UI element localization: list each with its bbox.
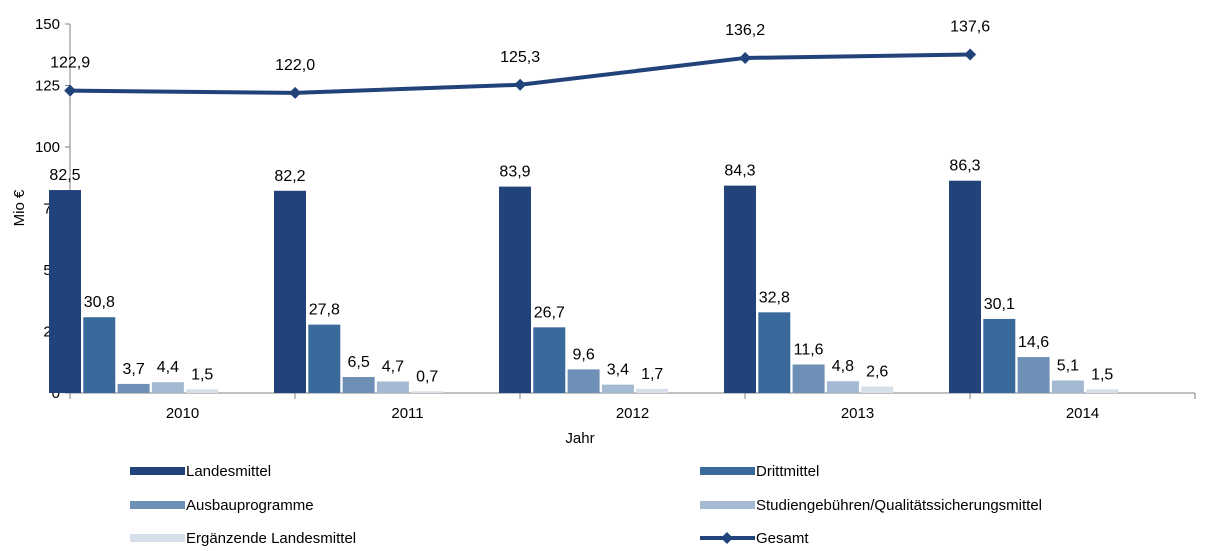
line-marker: [739, 51, 752, 64]
bar: [411, 391, 444, 393]
bar-data-label: 3,4: [607, 362, 629, 379]
legend-marker-swatch: [721, 532, 733, 544]
bar-data-label: 83,9: [499, 164, 530, 181]
legend-swatch: [130, 467, 185, 475]
x-tick-label: 2012: [616, 405, 649, 422]
line-data-label: 122,9: [50, 55, 90, 72]
bar-data-label: 9,6: [572, 346, 594, 363]
bar: [83, 317, 116, 393]
bar-data-label: 5,1: [1057, 357, 1079, 374]
bar: [499, 186, 531, 393]
bar-data-label: 30,8: [84, 294, 115, 311]
bar: [826, 381, 859, 393]
bar: [601, 384, 634, 393]
bar-data-label: 1,5: [1091, 366, 1113, 383]
bar: [724, 185, 756, 393]
bar: [861, 386, 894, 393]
legend-swatch: [700, 501, 755, 509]
legend-swatch: [700, 467, 755, 475]
bar-data-label: 27,8: [309, 302, 340, 319]
y-tick-label: 125: [35, 78, 60, 95]
bar: [1051, 380, 1084, 393]
line-data-label: 136,2: [725, 22, 765, 39]
bar: [567, 369, 600, 393]
bar-data-label: 0,7: [416, 368, 438, 385]
line-marker: [289, 86, 302, 99]
bar: [758, 312, 791, 393]
bar-data-label: 3,7: [122, 361, 144, 378]
bar-data-label: 26,7: [534, 304, 565, 321]
y-axis-label: Mio €: [11, 189, 28, 226]
bar-data-label: 30,1: [984, 296, 1015, 313]
y-tick-label: 150: [35, 16, 60, 33]
bar: [376, 381, 409, 393]
bar: [117, 383, 150, 393]
bar: [308, 324, 341, 393]
x-tick-label: 2014: [1066, 405, 1099, 422]
bar: [636, 388, 669, 393]
bar-data-label: 1,7: [641, 366, 663, 383]
bar: [1017, 357, 1050, 393]
bar-data-label: 4,7: [382, 358, 404, 375]
line-data-label: 122,0: [275, 57, 315, 74]
line-data-label: 125,3: [500, 49, 540, 66]
legend-label: Studiengebühren/Qualitätssicherungsmitte…: [756, 497, 1042, 514]
bar-data-label: 84,3: [724, 163, 755, 180]
bar-data-label: 4,8: [832, 358, 854, 375]
bar-data-label: 32,8: [759, 289, 790, 306]
x-tick-label: 2010: [166, 405, 199, 422]
bar-data-label: 11,6: [794, 341, 824, 358]
bar: [151, 382, 184, 393]
bar: [186, 389, 219, 393]
bar-data-label: 4,4: [157, 359, 179, 376]
x-tick-label: 2011: [391, 405, 423, 422]
legend-swatch: [130, 534, 185, 542]
bar-data-label: 1,5: [191, 366, 213, 383]
legend-swatch: [130, 501, 185, 509]
legend-label: Landesmittel: [186, 463, 271, 480]
bar: [274, 190, 306, 393]
bar: [983, 318, 1016, 393]
bar-data-label: 86,3: [949, 158, 980, 175]
legend-label: Ausbauprogramme: [186, 497, 314, 514]
bar: [342, 377, 375, 393]
line-marker: [964, 48, 977, 61]
x-tick-label: 2013: [841, 405, 874, 422]
bar: [533, 327, 566, 393]
bar: [1086, 389, 1119, 393]
bar-data-label: 6,5: [347, 354, 369, 371]
y-tick-label: 0: [52, 385, 60, 402]
line-marker: [514, 78, 527, 91]
legend-label: Gesamt: [756, 530, 809, 546]
bar-data-label: 14,6: [1018, 334, 1049, 351]
line-marker: [64, 84, 77, 97]
bar: [792, 364, 825, 393]
line-data-label: 137,6: [950, 19, 990, 36]
bar: [949, 180, 981, 393]
bar-data-label: 82,5: [49, 167, 80, 184]
legend-label: Drittmittel: [756, 463, 819, 480]
x-axis-label: Jahr: [565, 430, 594, 447]
y-tick-label: 100: [35, 139, 60, 156]
bar-data-label: 2,6: [866, 364, 888, 381]
legend-label: Ergänzende Landesmittel: [186, 530, 356, 546]
bar-data-label: 82,2: [274, 168, 305, 185]
bar: [49, 190, 81, 393]
